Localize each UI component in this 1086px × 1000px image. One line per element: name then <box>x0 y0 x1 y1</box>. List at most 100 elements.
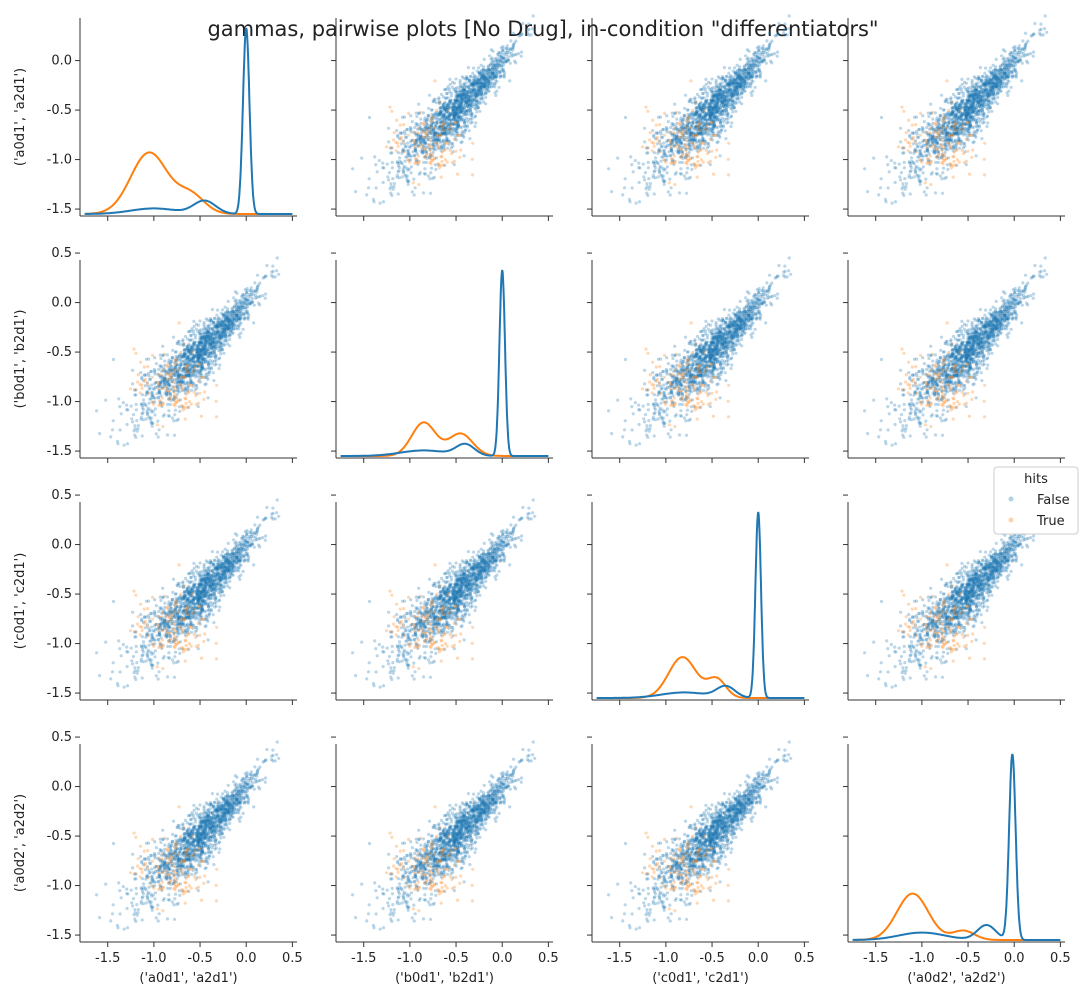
scatter-point-false <box>415 115 418 118</box>
scatter-point-false <box>651 129 654 132</box>
scatter-point-false <box>943 133 946 136</box>
scatter-point-false <box>463 122 466 125</box>
scatter-point-false <box>382 166 385 169</box>
scatter-point-false <box>395 129 398 132</box>
scatter-point-true <box>471 142 474 145</box>
scatter-point-false <box>456 95 459 98</box>
scatter-point-true <box>915 150 918 153</box>
scatter-point-false <box>913 162 916 165</box>
scatter-point-false <box>445 137 448 140</box>
scatter-point-false <box>472 87 475 90</box>
scatter-point-false <box>940 94 943 97</box>
scatter-point-true <box>928 162 931 165</box>
scatter-point-false <box>495 59 498 62</box>
scatter-point-true <box>919 134 922 137</box>
scatter-point-false <box>471 117 474 120</box>
scatter-point-false <box>731 104 734 107</box>
scatter-point-true <box>698 129 701 132</box>
scatter-point-false <box>966 110 969 113</box>
scatter-point-true <box>417 145 420 148</box>
scatter-point-false <box>971 126 974 129</box>
scatter-point-false <box>710 110 713 113</box>
scatter-point-false <box>898 175 901 178</box>
scatter-point-false <box>723 120 726 123</box>
scatter-point-false <box>756 52 759 55</box>
scatter-point-false <box>1019 55 1022 58</box>
scatter-point-false <box>990 74 993 77</box>
scatter-point-false <box>427 174 430 177</box>
scatter-point-false <box>899 127 902 130</box>
scatter-point-false <box>957 137 960 140</box>
scatter-point-false <box>466 125 469 128</box>
scatter-point-true <box>686 120 689 123</box>
scatter-point-false <box>675 171 678 174</box>
scatter-point-false <box>487 89 490 92</box>
scatter-point-false <box>768 43 771 46</box>
scatter-point-false <box>1032 55 1035 58</box>
scatter-point-false <box>470 95 473 98</box>
scatter-point-false <box>527 33 530 36</box>
scatter-point-true <box>669 146 672 149</box>
scatter-point-false <box>665 140 668 143</box>
scatter-point-false <box>390 194 393 197</box>
scatter-point-true <box>947 109 950 112</box>
scatter-point-true <box>934 136 937 139</box>
scatter-point-false <box>754 64 757 67</box>
scatter-point-false <box>474 80 477 83</box>
scatter-points-false <box>351 14 536 204</box>
scatter-point-false <box>675 118 678 121</box>
scatter-point-true <box>685 126 688 129</box>
scatter-point-false <box>668 178 671 181</box>
scatter-point-false <box>992 82 995 85</box>
scatter-point-false <box>905 182 908 185</box>
panel-0-2 <box>587 14 809 221</box>
scatter-point-true <box>658 140 661 143</box>
scatter-point-false <box>386 163 389 166</box>
scatter-point-false <box>494 76 497 79</box>
scatter-point-true <box>704 128 707 131</box>
scatter-point-false <box>982 112 985 115</box>
scatter-point-false <box>776 50 779 53</box>
scatter-point-false <box>414 186 417 189</box>
scatter-point-false <box>751 80 754 83</box>
scatter-point-false <box>624 177 627 180</box>
scatter-point-false <box>512 43 515 46</box>
scatter-point-false <box>432 100 435 103</box>
scatter-point-true <box>434 141 437 144</box>
scatter-point-false <box>653 170 656 173</box>
scatter-point-false <box>1045 31 1048 34</box>
scatter-point-false <box>397 162 400 165</box>
scatter-point-true <box>402 140 405 143</box>
scatter-point-false <box>503 71 506 74</box>
scatter-point-false <box>643 127 646 130</box>
scatter-point-false <box>957 92 960 95</box>
scatter-point-true <box>412 181 415 184</box>
scatter-point-false <box>388 171 391 174</box>
scatter-point-false <box>450 118 453 121</box>
scatter-point-false <box>482 65 485 68</box>
scatter-point-false <box>726 95 729 98</box>
scatter-point-false <box>719 95 722 98</box>
scatter-point-true <box>684 130 687 133</box>
scatter-point-true <box>936 147 939 150</box>
scatter-point-false <box>434 168 437 171</box>
scatter-point-true <box>940 139 943 142</box>
scatter-point-true <box>696 160 699 163</box>
scatter-point-false <box>723 99 726 102</box>
scatter-point-false <box>507 55 510 58</box>
scatter-point-true <box>941 157 944 160</box>
scatter-point-false <box>743 64 746 67</box>
scatter-point-true <box>953 122 956 125</box>
scatter-point-false <box>939 114 942 117</box>
scatter-point-true <box>952 160 955 163</box>
scatter-point-false <box>1024 43 1027 46</box>
scatter-point-false <box>935 167 938 170</box>
scatter-point-true <box>960 128 963 131</box>
scatter-point-false <box>698 95 701 98</box>
scatter-point-false <box>960 88 963 91</box>
scatter-point-false <box>624 116 627 119</box>
scatter-point-false <box>901 151 904 154</box>
scatter-point-false <box>630 163 633 166</box>
scatter-point-true <box>929 183 932 186</box>
scatter-point-false <box>520 50 523 53</box>
